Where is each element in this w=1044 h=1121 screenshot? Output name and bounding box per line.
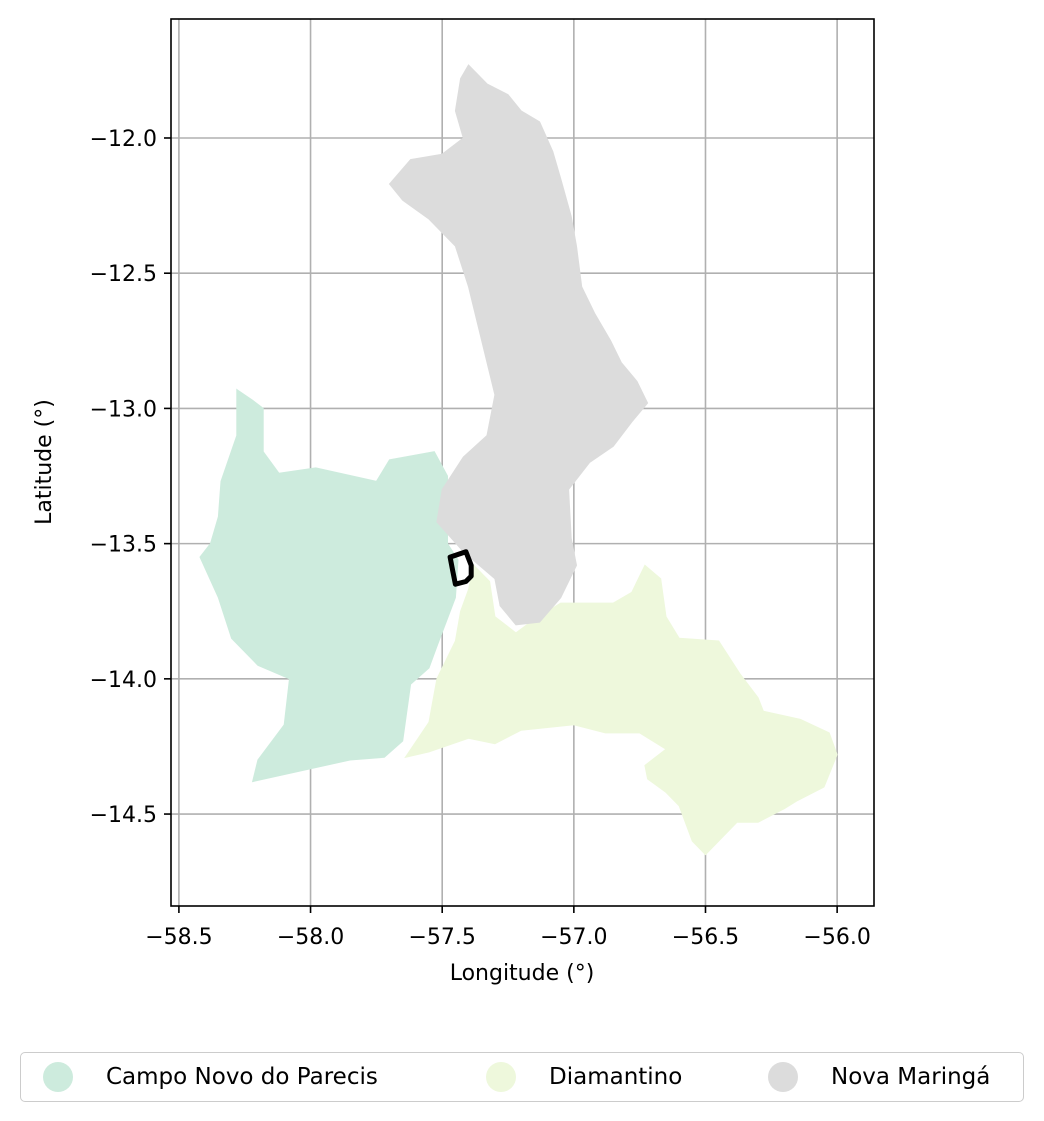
legend-item: Nova Maringá bbox=[768, 1053, 990, 1101]
legend-swatch-diamantino bbox=[486, 1062, 516, 1092]
y-tick-label: −12.0 bbox=[90, 127, 157, 152]
y-tick-label: −13.0 bbox=[90, 397, 157, 422]
x-tick-label: −57.5 bbox=[408, 925, 475, 950]
legend-label: Nova Maringá bbox=[831, 1064, 990, 1090]
y-axis-label: Latitude (°) bbox=[32, 399, 57, 525]
x-tick-label: −58.5 bbox=[145, 925, 212, 950]
x-tick-label: −56.0 bbox=[803, 925, 870, 950]
y-tick-label: −13.5 bbox=[90, 533, 157, 558]
x-tick-label: −58.0 bbox=[277, 925, 344, 950]
legend-label: Campo Novo do Parecis bbox=[106, 1064, 378, 1090]
legend-swatch-nova-maringa bbox=[768, 1062, 798, 1092]
x-tick-label: −56.5 bbox=[672, 925, 739, 950]
y-tick-label: −14.5 bbox=[90, 803, 157, 828]
legend-swatch-campo-novo bbox=[43, 1062, 73, 1092]
legend-item: Diamantino bbox=[486, 1053, 682, 1101]
legend-item: Campo Novo do Parecis bbox=[43, 1053, 378, 1101]
x-axis-label: Longitude (°) bbox=[450, 961, 595, 986]
y-tick-label: −12.5 bbox=[90, 262, 157, 287]
y-tick-label: −14.0 bbox=[90, 668, 157, 693]
x-tick-label: −57.0 bbox=[540, 925, 607, 950]
legend-label: Diamantino bbox=[549, 1064, 682, 1090]
legend: Campo Novo do Parecis Diamantino Nova Ma… bbox=[20, 1052, 1024, 1102]
map-figure: −58.5 −58.0 −57.5 −57.0 −56.5 −56.0 −12.0 −12.5… bbox=[0, 0, 1044, 1040]
